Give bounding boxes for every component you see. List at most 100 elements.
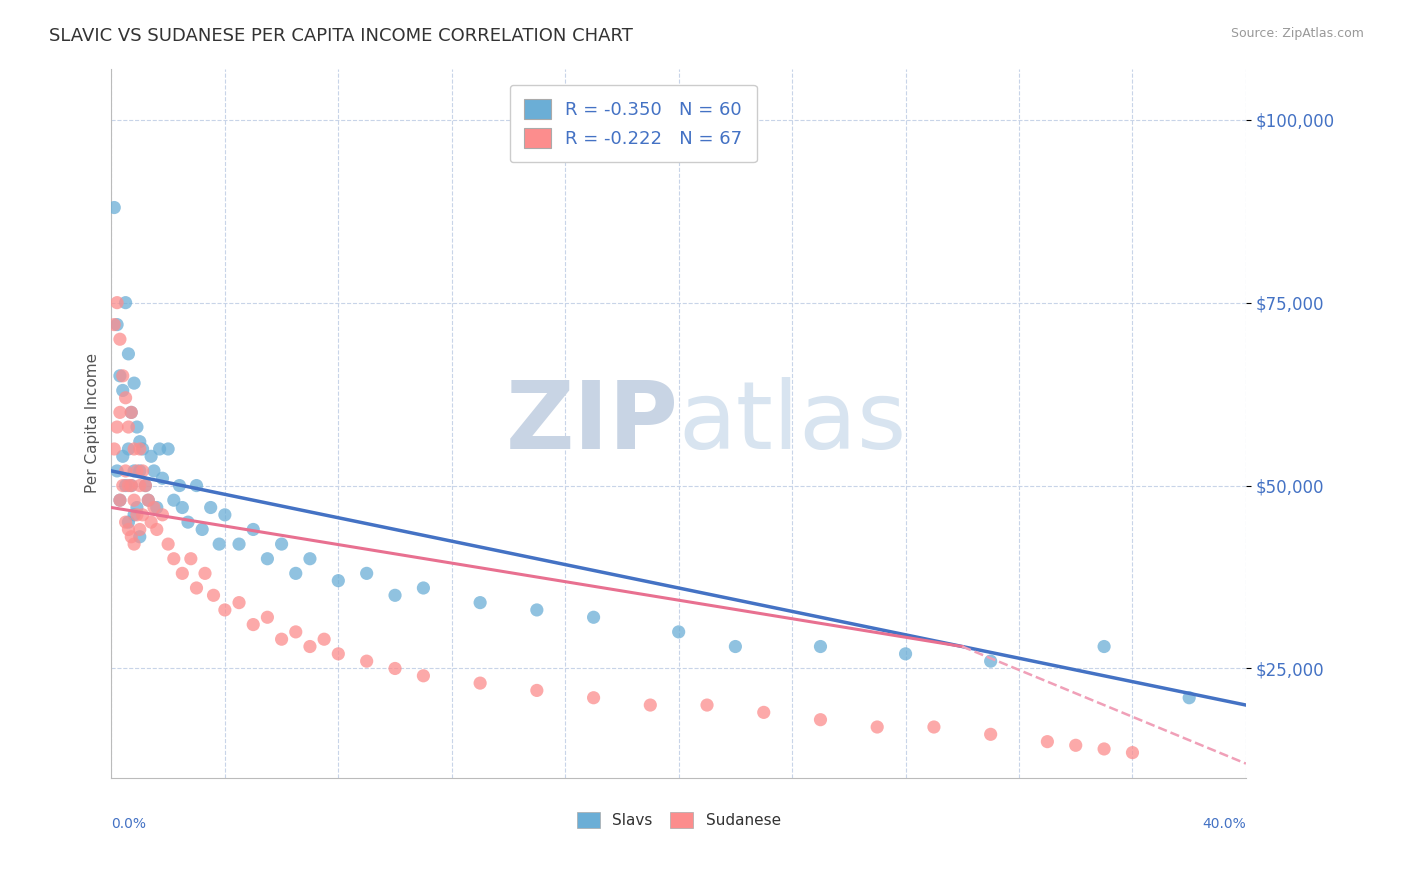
Point — [412, 669, 434, 683]
Point — [668, 624, 690, 639]
Point — [128, 434, 150, 449]
Point — [894, 647, 917, 661]
Point — [108, 368, 131, 383]
Point — [114, 515, 136, 529]
Point — [242, 617, 264, 632]
Point — [180, 551, 202, 566]
Point — [163, 551, 186, 566]
Point — [172, 500, 194, 515]
Point — [752, 706, 775, 720]
Point — [149, 442, 172, 456]
Point — [117, 523, 139, 537]
Point — [1178, 690, 1201, 705]
Point — [526, 603, 548, 617]
Point — [163, 493, 186, 508]
Point — [108, 405, 131, 419]
Point — [105, 295, 128, 310]
Point — [582, 610, 605, 624]
Point — [980, 727, 1002, 741]
Text: SLAVIC VS SUDANESE PER CAPITA INCOME CORRELATION CHART: SLAVIC VS SUDANESE PER CAPITA INCOME COR… — [49, 27, 633, 45]
Point — [111, 384, 134, 398]
Point — [384, 661, 406, 675]
Point — [228, 537, 250, 551]
Point — [177, 515, 200, 529]
Point — [980, 654, 1002, 668]
Text: Source: ZipAtlas.com: Source: ZipAtlas.com — [1230, 27, 1364, 40]
Legend: Slavs, Sudanese: Slavs, Sudanese — [571, 806, 787, 834]
Point — [142, 464, 165, 478]
Point — [136, 493, 159, 508]
Point — [122, 508, 145, 522]
Point — [111, 450, 134, 464]
Point — [412, 581, 434, 595]
Point — [284, 624, 307, 639]
Point — [214, 603, 236, 617]
Point — [117, 442, 139, 456]
Point — [131, 442, 153, 456]
Text: ZIP: ZIP — [506, 377, 679, 469]
Point — [228, 596, 250, 610]
Point — [172, 566, 194, 581]
Point — [125, 464, 148, 478]
Point — [120, 405, 142, 419]
Point — [125, 508, 148, 522]
Point — [105, 420, 128, 434]
Point — [105, 464, 128, 478]
Point — [242, 523, 264, 537]
Point — [128, 442, 150, 456]
Point — [200, 500, 222, 515]
Point — [270, 537, 292, 551]
Point — [128, 464, 150, 478]
Point — [640, 698, 662, 712]
Point — [526, 683, 548, 698]
Point — [356, 566, 378, 581]
Point — [169, 478, 191, 492]
Point — [103, 442, 125, 456]
Point — [1036, 734, 1059, 748]
Point — [468, 596, 491, 610]
Point — [114, 295, 136, 310]
Point — [103, 318, 125, 332]
Point — [314, 632, 336, 647]
Point — [146, 500, 169, 515]
Point — [298, 551, 321, 566]
Point — [114, 478, 136, 492]
Text: atlas: atlas — [679, 377, 907, 469]
Point — [356, 654, 378, 668]
Point — [328, 574, 350, 588]
Point — [152, 508, 174, 522]
Point — [111, 368, 134, 383]
Point — [122, 537, 145, 551]
Point — [208, 537, 231, 551]
Point — [125, 500, 148, 515]
Point — [328, 647, 350, 661]
Point — [194, 566, 217, 581]
Point — [298, 640, 321, 654]
Point — [131, 464, 153, 478]
Point — [810, 713, 832, 727]
Point — [1092, 742, 1115, 756]
Point — [120, 478, 142, 492]
Point — [1092, 640, 1115, 654]
Text: 40.0%: 40.0% — [1202, 817, 1246, 831]
Point — [120, 405, 142, 419]
Point — [146, 523, 169, 537]
Point — [114, 464, 136, 478]
Point — [128, 478, 150, 492]
Y-axis label: Per Capita Income: Per Capita Income — [86, 353, 100, 493]
Point — [136, 493, 159, 508]
Point — [468, 676, 491, 690]
Point — [139, 450, 162, 464]
Point — [134, 478, 156, 492]
Point — [111, 478, 134, 492]
Point — [157, 537, 180, 551]
Point — [256, 610, 278, 624]
Point — [696, 698, 718, 712]
Point — [384, 588, 406, 602]
Point — [105, 318, 128, 332]
Point — [810, 640, 832, 654]
Point — [128, 530, 150, 544]
Point — [142, 500, 165, 515]
Point — [139, 515, 162, 529]
Point — [114, 391, 136, 405]
